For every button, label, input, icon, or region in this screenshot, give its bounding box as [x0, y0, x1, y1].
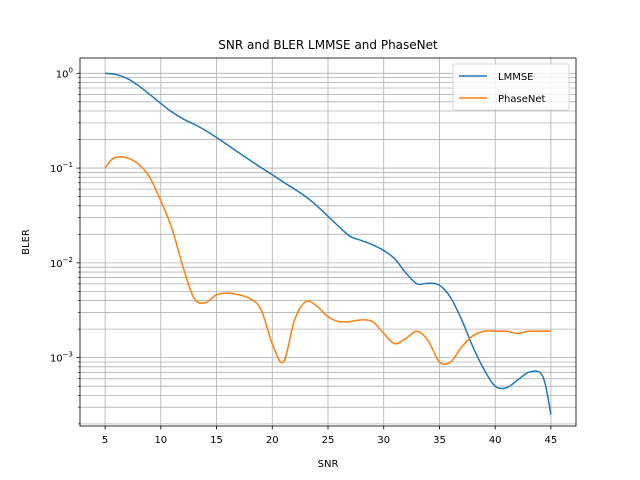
y-tick-base: 10 [50, 259, 63, 270]
grid [80, 58, 576, 426]
legend-label-phasenet: PhaseNet [498, 94, 545, 105]
x-tick-label: 10 [154, 435, 167, 446]
legend-label-lmmse: LMMSE [498, 72, 534, 83]
y-tick-label: 10−1 [50, 161, 73, 175]
y-tick-exponent: −2 [63, 256, 73, 264]
chart-title: SNR and BLER LMMSE and PhaseNet [218, 38, 438, 52]
series-line-phasenet [104, 156, 551, 365]
series-layer [104, 72, 552, 415]
legend: LMMSE PhaseNet [452, 63, 570, 111]
x-tick-label: 35 [433, 435, 446, 446]
y-tick-label: 10−3 [50, 351, 73, 365]
x-axis-label: SNR [318, 459, 339, 470]
x-tick-label: 15 [210, 435, 223, 446]
series-line-lmmse [104, 72, 552, 415]
y-tick-exponent: −1 [63, 161, 73, 169]
y-tick-base: 10 [56, 69, 69, 80]
y-tick-label: 100 [56, 66, 73, 80]
y-axis-label: BLER [21, 229, 32, 255]
y-tick-base: 10 [50, 354, 63, 365]
x-tick-label: 25 [322, 435, 335, 446]
y-tick-exponent: 0 [69, 66, 73, 74]
x-tick-label: 45 [545, 435, 558, 446]
x-tick-label: 5 [102, 435, 108, 446]
y-tick-base: 10 [50, 164, 63, 175]
x-tick-label: 20 [266, 435, 279, 446]
y-tick-exponent: −3 [63, 351, 73, 359]
x-tick-label: 40 [489, 435, 502, 446]
y-tick-label: 10−2 [50, 256, 73, 270]
x-tick-label: 30 [377, 435, 390, 446]
